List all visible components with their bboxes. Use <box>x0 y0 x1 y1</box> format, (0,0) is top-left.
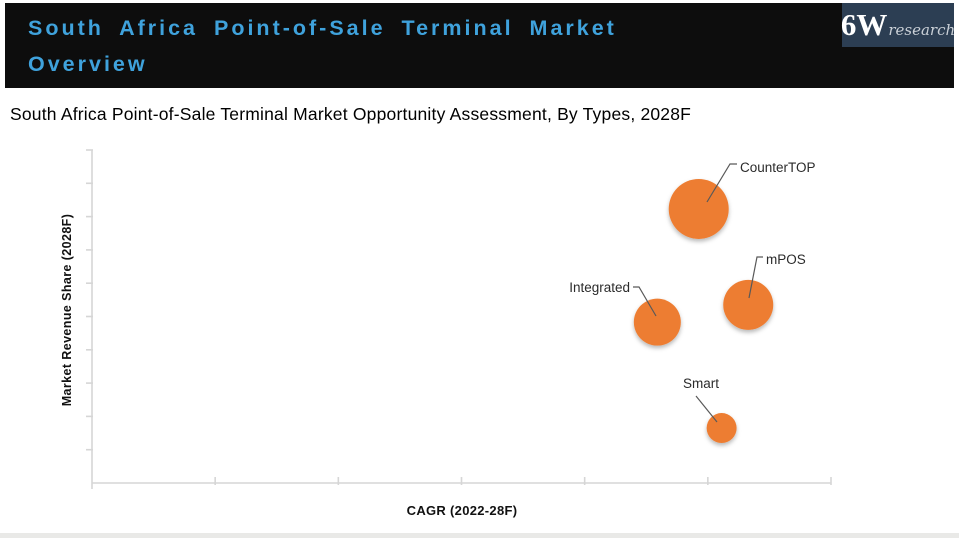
logo-research-text: research <box>888 21 956 39</box>
chart-title: South Africa Point-of-Sale Terminal Mark… <box>10 104 692 124</box>
bubble-label-integrated: Integrated <box>569 280 630 295</box>
leader-line-mpos <box>748 256 763 299</box>
bubble-countertop[interactable] <box>668 178 729 239</box>
page-title-line1: South Africa Point-of-Sale Terminal Mark… <box>28 16 617 40</box>
x-axis-title: CAGR (2022-28F) <box>406 503 518 518</box>
header-bar: South Africa Point-of-Sale Terminal Mark… <box>5 3 956 88</box>
page-title-line2: Overview <box>28 52 148 76</box>
bubble-integrated[interactable] <box>633 298 681 346</box>
page-title: South Africa Point-of-Sale Terminal Mark… <box>28 10 818 82</box>
logo-6w-text: 6W <box>840 7 888 42</box>
leader-line-smart <box>695 395 718 423</box>
y-axis-title: Market Revenue Share (2028F) <box>60 213 74 407</box>
bubble-label-mpos: mPOS <box>766 252 806 267</box>
bubble-smart[interactable] <box>706 413 737 444</box>
bubble-label-smart: Smart <box>683 376 719 391</box>
bottom-divider <box>0 533 959 538</box>
leader-line-integrated <box>633 286 657 317</box>
leader-line-countertop <box>706 163 737 203</box>
brand-logo: 6W research <box>840 3 956 47</box>
bubble-mpos[interactable] <box>723 279 774 330</box>
bubble-label-countertop: CounterTOP <box>740 160 816 175</box>
